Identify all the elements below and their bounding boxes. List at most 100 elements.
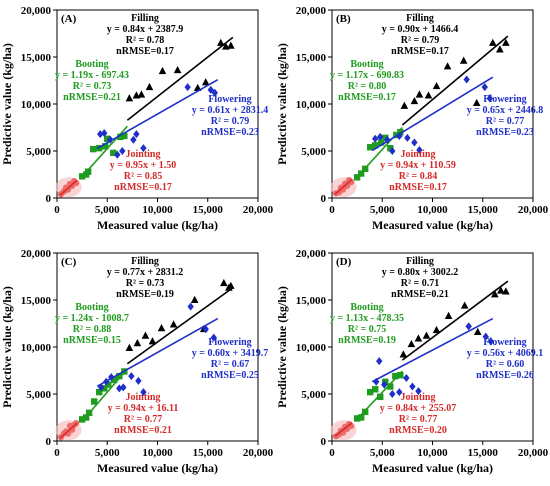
y-tick-label: 15,000: [296, 52, 327, 64]
flowering-point: [119, 147, 126, 155]
flowering-point: [211, 88, 218, 97]
flowering-label: Flowering: [483, 337, 526, 348]
y-tick-label: 20,000: [296, 248, 327, 260]
flowering-point: [411, 138, 418, 147]
y-tick-label: 5,000: [301, 389, 326, 401]
jointing-equation: y = 0.94x + 16.11: [108, 403, 179, 414]
x-tick-label: 15,000: [193, 447, 224, 459]
flowering-equation: y = 0.56x + 4069.1: [467, 348, 543, 359]
filling-r2: R² = 0.78: [126, 35, 164, 46]
jointing-r2: R² = 0.84: [399, 171, 437, 182]
booting-point: [116, 372, 123, 380]
filling-label: Filling: [131, 256, 159, 267]
x-tick-label: 0: [329, 204, 335, 216]
booting-point: [397, 372, 404, 379]
y-tick-label: 0: [46, 436, 52, 448]
filling-point: [227, 41, 235, 49]
flowering-point: [389, 390, 396, 398]
filling-point: [158, 66, 167, 75]
filling-point: [502, 38, 510, 46]
flowering-equation: y = 0.65x + 2446.8: [467, 105, 543, 116]
flowering-label: Flowering: [208, 337, 251, 348]
x-axis-label: Measured value (kg/ha): [97, 218, 218, 232]
jointing-point: [64, 186, 72, 193]
flowering-label: Flowering: [208, 94, 251, 105]
filling-r2: R² = 0.73: [126, 278, 164, 289]
x-axis-label: Measured value (kg/ha): [97, 461, 218, 475]
filling-point: [460, 301, 469, 309]
flowering-point: [372, 134, 379, 143]
flowering-point: [487, 337, 494, 346]
filling-label: Filling: [131, 13, 159, 24]
booting-regression-line: [355, 370, 403, 421]
flowering-point: [187, 302, 194, 311]
filling-regression-line: [126, 36, 234, 121]
flowering-point: [184, 83, 191, 92]
y-tick-label: 15,000: [296, 295, 327, 307]
booting-label: Booting: [350, 59, 383, 70]
flowering-point: [116, 384, 123, 393]
flowering-r2: R² = 0.67: [211, 359, 249, 370]
jointing-regression-line: [59, 179, 78, 196]
flowering-point: [108, 373, 115, 382]
jointing-point: [347, 178, 355, 186]
filling-equation: y = 0.80x + 3002.2: [382, 267, 458, 278]
filling-point: [133, 339, 142, 347]
y-tick-label: 10,000: [21, 342, 52, 354]
y-axis-label: Predictive value (kg/ha): [0, 286, 14, 408]
y-tick-label: 15,000: [21, 295, 52, 307]
filling-point: [443, 62, 452, 70]
filling-point: [491, 290, 499, 298]
filling-point: [157, 324, 166, 332]
flowering-point: [463, 75, 470, 84]
booting-point: [382, 134, 389, 142]
filling-r2: R² = 0.79: [401, 35, 439, 46]
filling-point: [414, 334, 423, 342]
jointing-equation: y = 0.84x + 255.07: [380, 403, 456, 414]
panel-label: (C): [61, 256, 77, 268]
filling-point: [502, 287, 510, 295]
x-tick-label: 0: [329, 447, 335, 459]
y-axis-label: Predictive value (kg/ha): [275, 286, 289, 408]
booting-point: [387, 144, 394, 152]
filling-point: [422, 331, 431, 339]
y-tick-label: 5,000: [26, 146, 51, 158]
flowering-nrmse: nRMSE=0.23: [201, 127, 259, 138]
y-tick-label: 5,000: [301, 146, 326, 158]
y-tick-label: 20,000: [296, 5, 327, 17]
booting-r2: R² = 0.75: [348, 324, 386, 335]
filling-equation: y = 0.84x + 2387.9: [107, 24, 183, 35]
flowering-point: [210, 333, 217, 342]
flowering-point: [373, 377, 380, 386]
filling-regression-line: [126, 287, 234, 365]
x-tick-label: 5,000: [95, 204, 120, 216]
panel-label: (B): [336, 13, 351, 25]
filling-point: [497, 286, 505, 294]
flowering-point: [128, 372, 135, 381]
x-tick-label: 10,000: [142, 447, 173, 459]
y-axis-label: Predictive value (kg/ha): [275, 43, 289, 165]
x-tick-label: 15,000: [468, 204, 499, 216]
booting-point: [372, 386, 379, 393]
x-tick-label: 10,000: [417, 204, 448, 216]
flowering-r2: R² = 0.60: [486, 359, 524, 370]
booting-nrmse: nRMSE=0.17: [338, 92, 396, 103]
flowering-point: [481, 83, 488, 92]
flowering-point: [409, 382, 416, 391]
flowering-regression-line: [96, 317, 219, 387]
panel-c: 0 5,000 10,000 15,000 20,000 0 5,000 10,000 15,0…: [0, 248, 274, 475]
x-tick-label: 20,000: [243, 204, 274, 216]
panel-b: 0 5,000 10,000 15,000 20,000 0 5,000 10,000 15,0…: [275, 5, 549, 232]
booting-point: [366, 388, 374, 396]
filling-point: [407, 339, 416, 348]
jointing-equation: y = 0.95x + 1.50: [110, 160, 176, 171]
booting-equation: y = 1.19x - 697.43: [55, 70, 129, 81]
booting-point: [382, 378, 389, 385]
jointing-point: [72, 179, 80, 187]
panel-d: 0 5,000 10,000 15,000 20,000 0 5,000 10,000 15,0…: [275, 248, 549, 475]
jointing-regression-line: [334, 422, 353, 437]
booting-point: [397, 129, 404, 136]
booting-nrmse: nRMSE=0.15: [63, 335, 121, 346]
flowering-point: [133, 130, 140, 139]
